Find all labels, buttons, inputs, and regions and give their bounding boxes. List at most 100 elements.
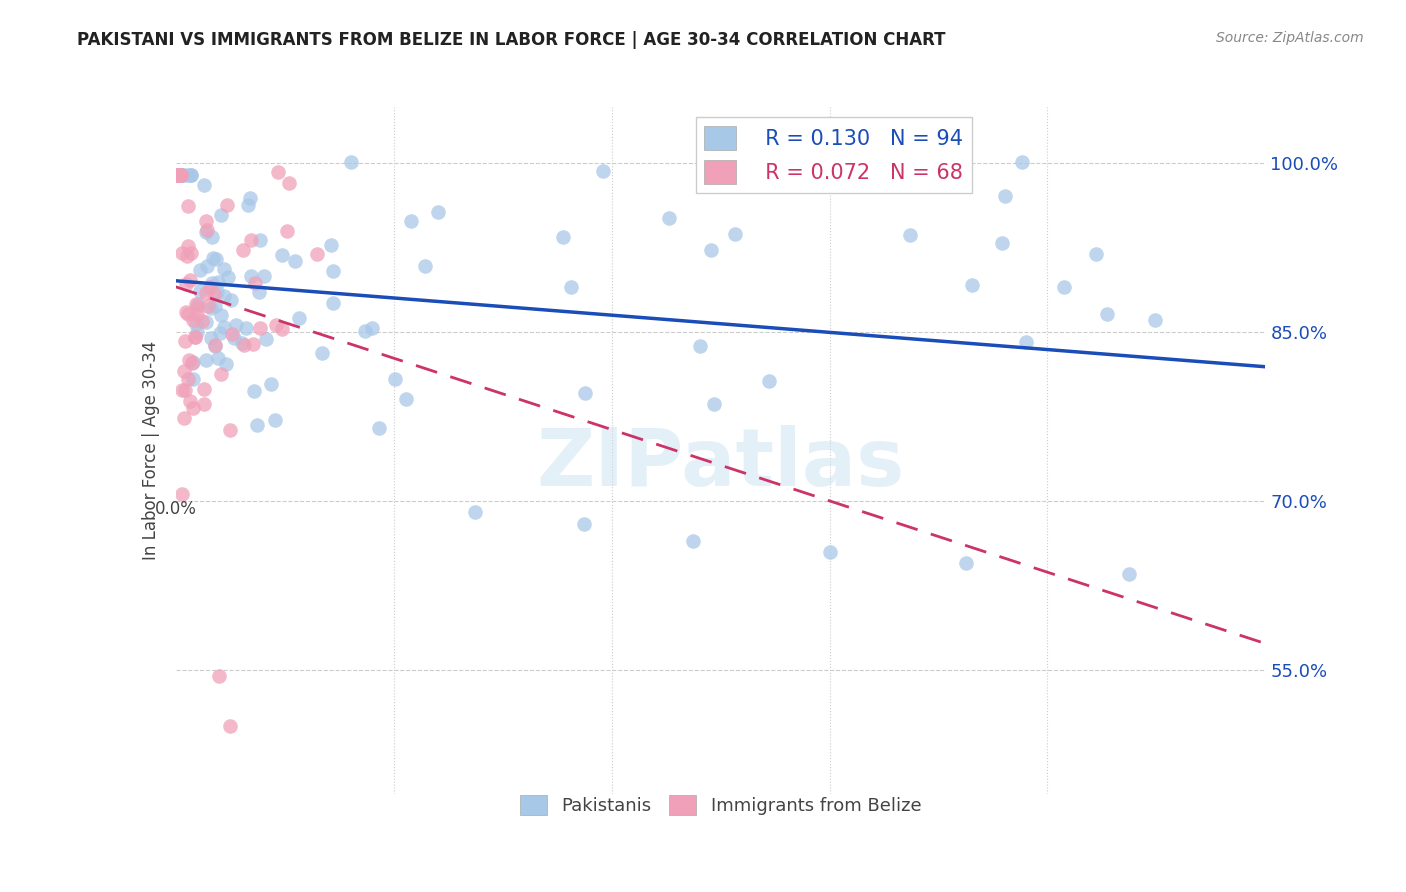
Point: [167, 168, 190, 182]
Point: [232, 243, 254, 257]
Point: [186, 325, 208, 339]
Point: [319, 238, 342, 252]
Point: [166, 168, 188, 182]
Point: [194, 286, 217, 301]
Point: [169, 168, 191, 182]
Point: [184, 329, 207, 343]
Point: [266, 165, 288, 179]
Point: [1095, 307, 1118, 321]
Point: [179, 273, 201, 287]
Point: [180, 356, 202, 370]
Point: [1053, 280, 1076, 294]
Point: [994, 188, 1017, 202]
Point: [256, 332, 278, 346]
Point: [574, 385, 596, 400]
Point: [239, 191, 262, 205]
Point: [195, 315, 218, 329]
Point: [217, 198, 239, 212]
Point: [1118, 567, 1140, 582]
Point: [263, 413, 285, 427]
Point: [208, 326, 231, 341]
Point: [224, 330, 246, 344]
Point: [186, 317, 208, 331]
Point: [204, 338, 226, 352]
Point: [176, 248, 198, 262]
Point: [190, 284, 212, 298]
Point: [176, 372, 198, 386]
Point: [311, 346, 333, 360]
Point: [207, 351, 229, 365]
Point: [271, 247, 294, 261]
Point: [174, 168, 197, 182]
Point: [758, 375, 780, 389]
Point: [225, 318, 247, 332]
Point: [235, 320, 257, 334]
Point: [167, 168, 190, 182]
Point: [682, 533, 704, 548]
Point: [207, 275, 229, 289]
Point: [200, 280, 222, 294]
Point: [427, 205, 450, 219]
Point: [195, 259, 218, 273]
Point: [395, 392, 418, 406]
Point: [208, 668, 231, 682]
Point: [413, 259, 436, 273]
Point: [260, 376, 283, 391]
Point: [264, 318, 287, 332]
Point: [955, 556, 977, 570]
Point: [700, 244, 723, 258]
Point: [960, 278, 983, 293]
Point: [205, 285, 228, 299]
Point: [307, 246, 329, 260]
Point: [183, 329, 205, 343]
Point: [170, 168, 193, 182]
Legend: Pakistanis, Immigrants from Belize: Pakistanis, Immigrants from Belize: [512, 788, 929, 822]
Point: [253, 268, 276, 283]
Point: [221, 293, 243, 308]
Point: [170, 168, 193, 182]
Point: [249, 320, 271, 334]
Point: [195, 353, 218, 368]
Point: [193, 383, 215, 397]
Point: [245, 417, 267, 432]
Point: [177, 239, 200, 253]
Point: [167, 168, 190, 182]
Point: [166, 168, 188, 182]
Point: [464, 505, 486, 519]
Point: [194, 214, 217, 228]
Point: [180, 246, 202, 260]
Point: [818, 545, 841, 559]
Point: [201, 277, 224, 291]
Point: [384, 372, 406, 386]
Point: [215, 358, 238, 372]
Point: [166, 168, 188, 182]
Text: 0.0%: 0.0%: [155, 500, 197, 518]
Point: [180, 168, 202, 182]
Point: [177, 168, 200, 182]
Point: [173, 410, 195, 425]
Point: [242, 337, 264, 351]
Point: [658, 211, 681, 225]
Point: [231, 336, 253, 351]
Point: [200, 331, 222, 345]
Point: [209, 208, 232, 222]
Point: [181, 355, 204, 369]
Point: [193, 397, 215, 411]
Point: [339, 155, 361, 169]
Point: [177, 199, 200, 213]
Point: [221, 326, 243, 341]
Point: [180, 168, 202, 182]
Point: [179, 393, 201, 408]
Point: [204, 339, 226, 353]
Point: [209, 367, 232, 381]
Point: [170, 487, 193, 501]
Point: [574, 516, 596, 531]
Point: [1015, 335, 1038, 350]
Point: [169, 168, 191, 182]
Point: [212, 262, 235, 277]
Point: [1143, 312, 1166, 326]
Point: [170, 384, 193, 398]
Point: [174, 305, 197, 319]
Text: Source: ZipAtlas.com: Source: ZipAtlas.com: [1216, 31, 1364, 45]
Point: [197, 299, 219, 313]
